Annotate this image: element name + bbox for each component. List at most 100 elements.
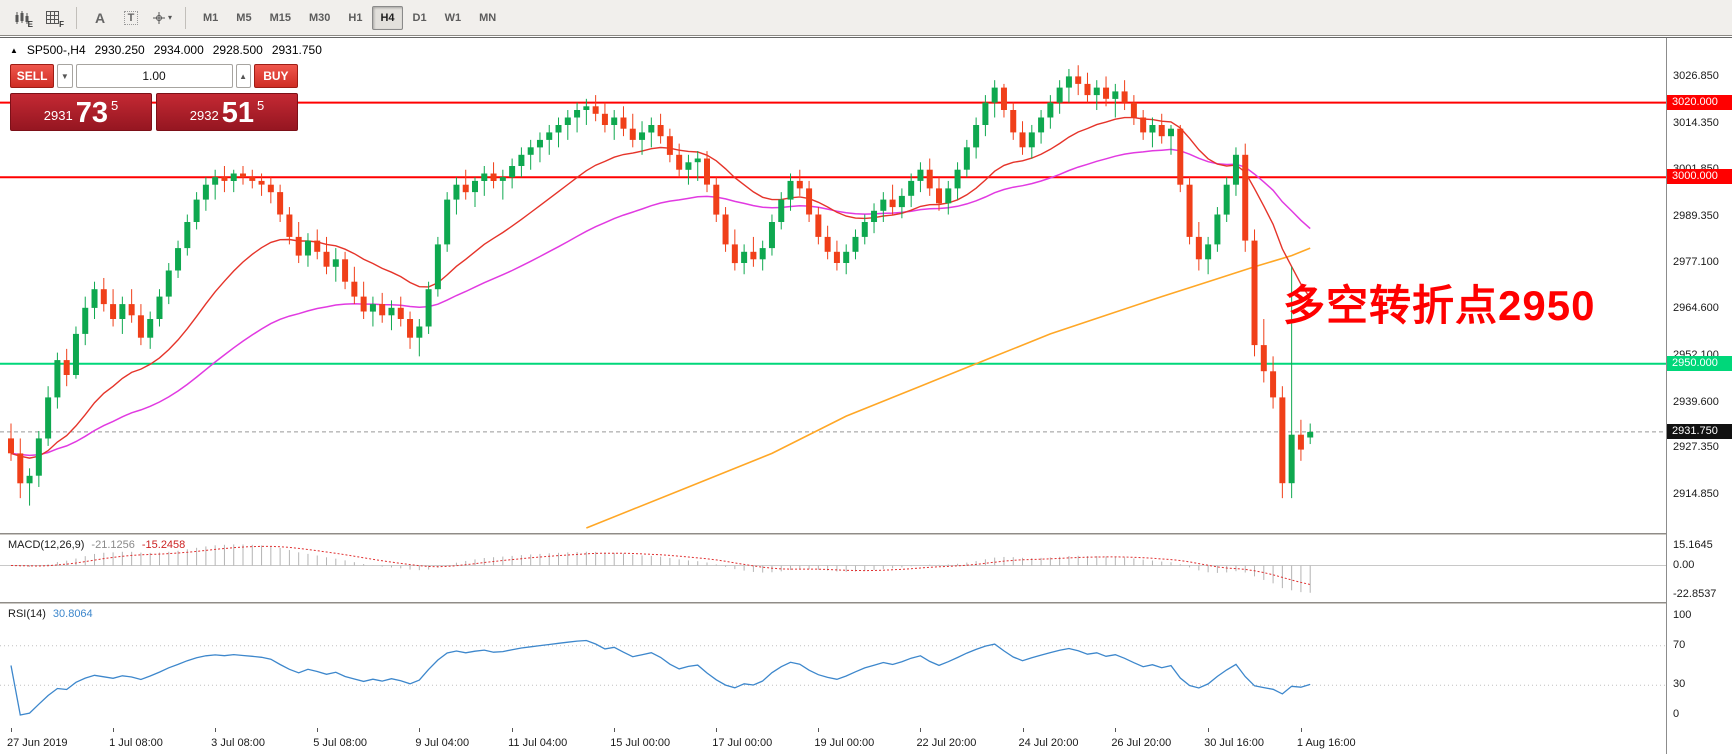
rsi-panel-canvas[interactable] [0,604,1666,728]
toolbar: E F A T ▾ M1 M5 M15 M30 H1 H4 D1 W1 MN [0,0,1732,36]
buy-price-sup: 5 [256,98,265,113]
time-axis-tick [419,728,421,732]
timeframe-group: M1 M5 M15 M30 H1 H4 D1 W1 MN [195,5,504,30]
grid-icon [46,10,59,24]
ohlc-high: 2934.000 [153,43,204,57]
timeframe-button-h4[interactable]: H4 [372,5,403,30]
time-axis-label: 1 Jul 08:00 [109,737,163,749]
time-axis-label: 11 Jul 04:00 [508,737,568,749]
timeframe-button-m30[interactable]: M30 [308,11,331,24]
time-axis-tick [1208,728,1210,732]
buy-button[interactable]: BUY [253,64,298,88]
toolbar-separator [76,6,77,29]
price-axis-label: 3026.850 [1673,69,1719,82]
chevron-up-icon: ▲ [239,71,248,81]
time-axis-tick [11,728,12,732]
sell-price-sup: 5 [110,98,119,113]
rsi-value: 30.8064 [52,608,93,620]
grid-button[interactable]: F [39,5,67,31]
sell-price-big: 73 [75,97,108,129]
macd-panel-canvas[interactable] [0,535,1666,602]
price-axis-label: 3014.350 [1673,116,1719,129]
panel-separator[interactable] [0,602,1732,604]
timeframe-button-mn[interactable]: MN [479,11,497,24]
time-axis-tick [920,728,922,732]
text-box-icon: T [123,10,139,25]
macd-axis-label: 0.00 [1673,558,1695,571]
rsi-axis-label: 0 [1673,708,1680,720]
ohlc-close: 2931.750 [271,43,322,57]
crosshair-button[interactable]: ▾ [148,5,176,31]
time-axis[interactable]: 27 Jun 2019 1 Jul 08:00 3 Jul 08:00 5 Jul 0… [0,728,1666,754]
time-axis-label: 26 Jul 20:00 [1111,737,1172,749]
sell-price-tile[interactable]: 2931 73 5 [10,93,152,131]
time-axis-tick [716,728,718,732]
price-axis[interactable]: 3026.8503014.3503001.8502989.3502977.100… [1666,38,1732,754]
price-axis-label: 2989.350 [1673,209,1719,222]
grid-button-sub: F [59,19,64,29]
time-axis-label: 17 Jul 00:00 [712,737,773,749]
time-axis-label: 3 Jul 08:00 [211,737,265,749]
macd-main-value: -21.1256 [91,539,135,551]
charts-button-sub: E [27,19,33,29]
macd-title: MACD(12,26,9) [8,539,85,551]
timeframe-button-w1[interactable]: W1 [444,11,462,24]
sell-button[interactable]: SELL [10,64,55,88]
volume-input[interactable] [75,64,233,88]
price-axis-label: 2964.600 [1673,302,1719,315]
chart-window: ▲ SP500-,H4 2930.250 2934.000 2928.500 2… [0,37,1732,754]
time-axis-tick [317,728,319,732]
text-annotation-icon: A [94,9,106,26]
price-tag: 2931.750 [1667,423,1732,439]
ohlc-open: 2930.250 [94,43,145,57]
chevron-down-icon: ▼ [60,71,69,81]
timeframe-button-m5[interactable]: M5 [236,11,252,24]
time-axis-label: 15 Jul 00:00 [610,737,671,749]
macd-label: MACD(12,26,9) -21.1256 -15.2458 [8,539,185,551]
charts-button[interactable]: E [8,5,36,31]
text-annotation-button[interactable]: A [86,5,114,31]
price-axis-label: 2977.100 [1673,255,1719,268]
rsi-axis-label: 70 [1673,638,1686,651]
time-axis-label: 5 Jul 08:00 [313,737,368,749]
time-axis-label: 1 Aug 16:00 [1296,737,1356,749]
text-box-button[interactable]: T [117,5,145,31]
price-tag: 2950.000 [1667,355,1732,371]
toolbar-separator [185,6,186,29]
time-axis-tick [818,728,820,732]
timeframe-button-d1[interactable]: D1 [412,11,427,24]
time-axis-label: 27 Jun 2019 [7,737,68,749]
price-tag: 3000.000 [1667,169,1732,185]
volume-dropdown[interactable]: ▼ [57,64,73,88]
timeframe-button-h1[interactable]: H1 [348,11,363,24]
rsi-axis-label: 100 [1673,609,1692,621]
time-axis-tick [1300,728,1302,732]
time-axis-tick [1115,728,1117,732]
symbol-name: SP500-,H4 [26,43,86,57]
time-axis-tick [215,728,217,732]
time-axis-tick [1022,728,1024,732]
time-axis-label: 30 Jul 16:00 [1204,737,1265,749]
time-axis-label: 19 Jul 00:00 [814,737,875,749]
macd-axis-label: -22.8537 [1673,588,1717,600]
price-axis-label: 2927.350 [1673,441,1719,454]
time-axis-label: 22 Jul 20:00 [916,737,977,749]
timeframe-button-m15[interactable]: M15 [269,11,291,24]
buy-price-tile[interactable]: 2932 51 5 [156,93,298,131]
time-axis-tick [113,728,115,732]
rsi-label: RSI(14) 30.8064 [8,608,93,620]
timeframe-button-m1[interactable]: M1 [203,11,219,24]
time-axis-label: 9 Jul 04:00 [415,737,470,749]
volume-stepper[interactable]: ▲ [235,64,251,88]
buy-price-prefix: 2932 [189,108,219,123]
buy-price-big: 51 [221,97,254,129]
symbol-marker-icon: ▲ [10,45,18,55]
ohlc-low: 2928.500 [212,43,263,57]
rsi-axis-label: 30 [1673,678,1686,691]
macd-signal-value: -15.2458 [141,539,186,551]
chart-annotation-text: 多空转折点2950 [1283,282,1596,329]
panel-separator[interactable] [0,533,1732,535]
chevron-down-icon: ▾ [167,13,172,22]
sell-price-prefix: 2931 [43,108,73,123]
